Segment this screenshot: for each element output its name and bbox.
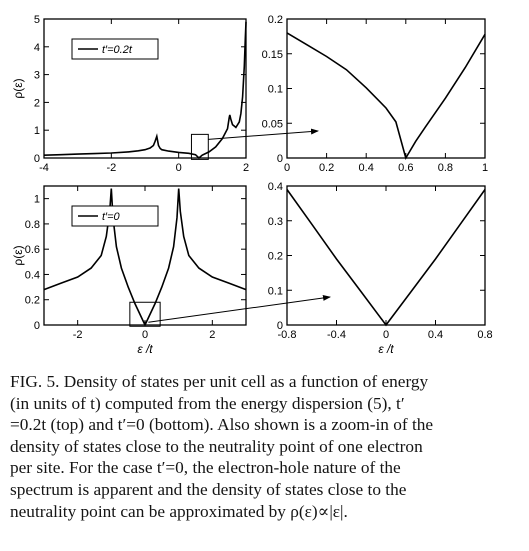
x-tick-label: 1 xyxy=(482,162,488,174)
y-axis-label: ρ(ε) xyxy=(11,78,25,98)
caption-line: neutrality point can be approximated by … xyxy=(10,501,348,521)
zoom-arrow xyxy=(208,128,319,140)
legend-label: t′=0.2t xyxy=(102,44,133,56)
series-line xyxy=(286,189,486,327)
y-tick-label: 0.6 xyxy=(25,244,40,256)
y-tick-label: 1 xyxy=(34,194,40,206)
x-tick-label: -0.8 xyxy=(278,329,297,341)
caption-line: =0.2t (top) and t′=0 (bottom). Also show… xyxy=(10,415,434,435)
x-tick-label: 0 xyxy=(284,162,290,174)
plot-top-left: -4 -2 0 2 0 1 2 3 4 5 ρ(ε) t′=0.2t xyxy=(11,14,249,174)
y-tick-label: 0.4 xyxy=(268,181,283,193)
legend-label: t′=0 xyxy=(102,211,121,223)
x-tick-label: 0.6 xyxy=(398,162,413,174)
y-tick-label: 0.8 xyxy=(25,219,40,231)
plot-frame xyxy=(286,18,486,159)
series-line xyxy=(43,188,247,327)
y-tick-label: 3 xyxy=(34,70,40,82)
plot-frame xyxy=(43,18,247,159)
y-tick-label: 0.3 xyxy=(268,216,283,228)
series-line xyxy=(286,32,486,161)
x-tick-label: 2 xyxy=(209,329,215,341)
x-tick-label: -4 xyxy=(39,162,49,174)
legend-box xyxy=(71,205,159,227)
caption-line: per site. For the case t′=0, the electro… xyxy=(10,458,401,478)
y-tick-label: 0.4 xyxy=(25,269,40,281)
x-tick-label: 0.8 xyxy=(477,329,492,341)
x-tick-label: 0 xyxy=(176,162,182,174)
x-tick-label: 0.4 xyxy=(359,162,374,174)
x-tick-label: 0 xyxy=(142,329,148,341)
caption-line: (in units of t) computed from the energy… xyxy=(10,393,405,413)
y-tick-label: 0 xyxy=(34,320,40,332)
y-tick-label: 0.2 xyxy=(268,251,283,263)
zoom-arrow xyxy=(148,294,331,323)
x-tick-label: 0.8 xyxy=(438,162,453,174)
y-axis-label: ρ(ε) xyxy=(11,245,25,265)
y-tick-label: 0.2 xyxy=(268,14,283,26)
zoom-connectors xyxy=(129,128,331,327)
y-tick-label: 2 xyxy=(34,97,40,109)
y-tick-label: 0 xyxy=(277,320,283,332)
legend-box xyxy=(71,38,159,60)
y-tick-label: 0.1 xyxy=(268,285,283,297)
x-tick-label: 0 xyxy=(383,329,389,341)
y-tick-label: 1 xyxy=(34,125,40,137)
caption-line: FIG. 5. Density of states per unit cell … xyxy=(10,372,429,391)
y-tick-label: 0 xyxy=(34,153,40,165)
caption-line: spectrum is apparent and the density of … xyxy=(10,479,407,499)
x-tick-label: 0.4 xyxy=(428,329,443,341)
zoom-region-box xyxy=(190,133,209,160)
series-line xyxy=(43,21,247,160)
plot-bottom-left: -2 0 2 0 0.2 0.4 0.6 0.8 1 ρ(ε) ε /t t′=0 xyxy=(11,185,247,356)
x-tick-label: -2 xyxy=(106,162,116,174)
x-tick-label: 2 xyxy=(243,162,249,174)
y-tick-label: 0.05 xyxy=(262,118,283,130)
caption-line: density of states close to the neutralit… xyxy=(10,436,423,456)
x-axis-label: ε /t xyxy=(378,342,394,356)
y-tick-label: 4 xyxy=(34,42,40,54)
y-tick-label: 5 xyxy=(34,14,40,26)
x-tick-label: -0.4 xyxy=(327,329,346,341)
x-axis-label: ε /t xyxy=(137,342,153,356)
plot-frame xyxy=(286,185,486,326)
zoom-region-box xyxy=(129,301,161,327)
figure-caption: FIG. 5. Density of states per unit cell … xyxy=(10,371,514,522)
y-tick-label: 0.1 xyxy=(268,84,283,96)
y-tick-label: 0.15 xyxy=(262,49,283,61)
x-tick-label: -2 xyxy=(73,329,83,341)
plot-top-right: 0 0.2 0.4 0.6 0.8 1 0 0.05 0.1 0.15 0.2 xyxy=(262,14,488,174)
x-tick-label: 0.2 xyxy=(319,162,334,174)
plot-bottom-right: -0.8 -0.4 0 0.4 0.8 0 0.1 0.2 0.3 0.4 ε /t xyxy=(268,181,493,356)
y-tick-label: 0.2 xyxy=(25,295,40,307)
y-tick-label: 0 xyxy=(277,153,283,165)
